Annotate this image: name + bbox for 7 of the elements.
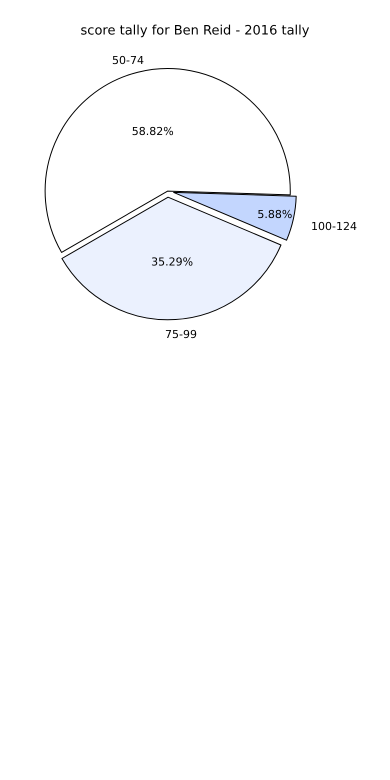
chart-title: score tally for Ben Reid - 2016 tally: [80, 24, 310, 39]
slice-label: 100-124: [311, 220, 357, 233]
data-label: 35.29%: [151, 255, 194, 268]
data-label: 5.88%: [257, 208, 292, 222]
data-label: 58.82%: [132, 125, 174, 138]
slice-label: 50-74: [112, 54, 144, 67]
slice-label: 75-99: [165, 328, 197, 341]
